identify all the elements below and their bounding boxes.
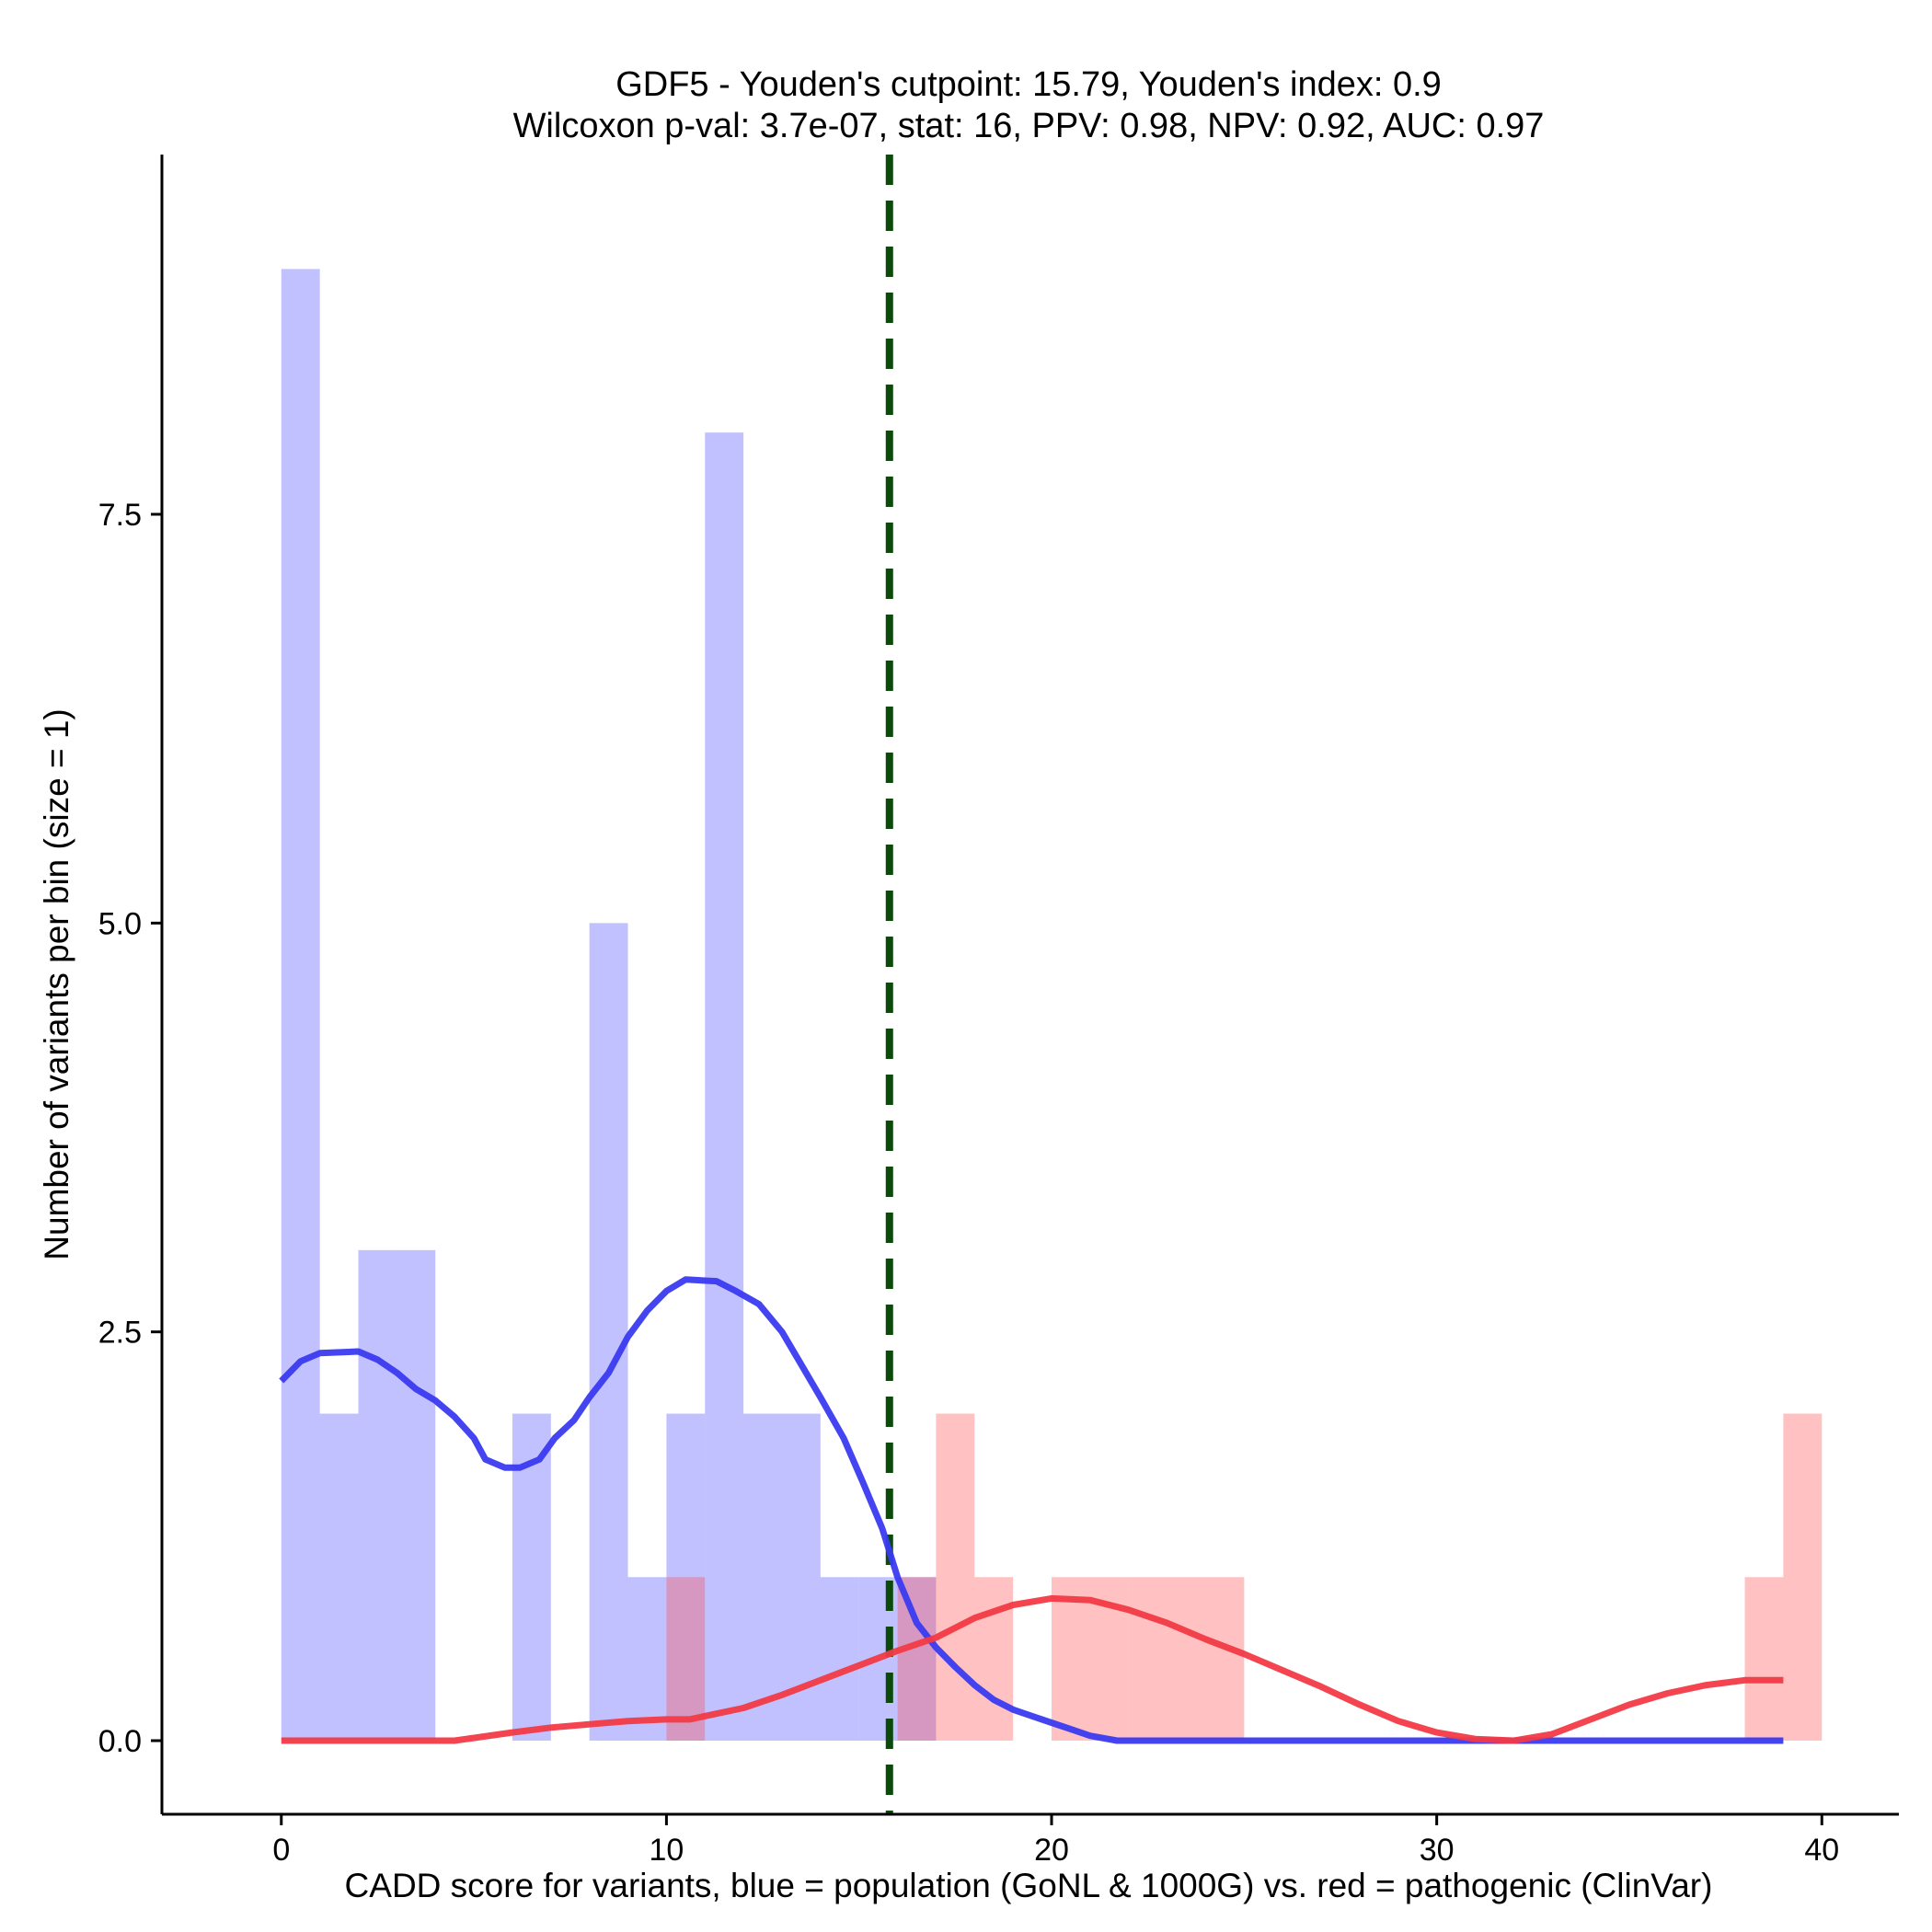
population-bars bbox=[281, 269, 937, 1742]
population-bar bbox=[319, 1413, 359, 1742]
chart-subtitle: Wilcoxon p-val: 3.7e-07, stat: 16, PPV: … bbox=[513, 107, 1545, 145]
y-axis-label: Number of variants per bin (size = 1) bbox=[38, 708, 75, 1259]
y-tick-label: 0.0 bbox=[98, 1724, 142, 1759]
y-tick-label: 7.5 bbox=[98, 498, 142, 533]
pathogenic-bar bbox=[974, 1577, 1014, 1742]
population-density-line bbox=[279, 1276, 1784, 1744]
x-tick-label: 0 bbox=[272, 1833, 290, 1868]
chart-title: GDF5 - Youden's cutpoint: 15.79, Youden'… bbox=[615, 65, 1442, 104]
x-axis-ticks: 0 10 20 30 40 bbox=[272, 1814, 1839, 1868]
pathogenic-bar bbox=[1128, 1577, 1167, 1742]
pathogenic-bar bbox=[1783, 1413, 1823, 1742]
x-axis-label: CADD score for variants, blue = populati… bbox=[345, 1867, 1713, 1904]
pathogenic-bar bbox=[897, 1577, 937, 1742]
y-tick-label: 5.0 bbox=[98, 906, 142, 941]
pathogenic-bar bbox=[1205, 1577, 1245, 1742]
y-tick-label: 2.5 bbox=[98, 1316, 142, 1351]
y-axis-ticks: 0.0 2.5 5.0 7.5 bbox=[98, 498, 162, 1759]
population-bar bbox=[820, 1577, 859, 1742]
population-bar bbox=[897, 1577, 937, 1742]
population-bar bbox=[627, 1577, 667, 1742]
pathogenic-bar bbox=[1744, 1577, 1784, 1742]
x-tick-label: 20 bbox=[1034, 1833, 1069, 1868]
population-bar bbox=[358, 1249, 397, 1742]
x-tick-label: 10 bbox=[649, 1833, 684, 1868]
x-tick-label: 30 bbox=[1420, 1833, 1455, 1868]
x-tick-label: 40 bbox=[1804, 1833, 1839, 1868]
population-bar bbox=[397, 1249, 436, 1742]
population-bar bbox=[666, 1413, 706, 1742]
population-bar bbox=[743, 1413, 782, 1742]
pathogenic-bar bbox=[1167, 1577, 1206, 1742]
pathogenic-density-line bbox=[281, 1594, 1784, 1744]
population-bar bbox=[589, 923, 628, 1742]
population-bar bbox=[281, 269, 320, 1742]
pathogenic-bar bbox=[1052, 1577, 1090, 1742]
pathogenic-bar bbox=[666, 1577, 706, 1742]
population-bar bbox=[705, 432, 744, 1742]
pathogenic-bar bbox=[936, 1413, 975, 1742]
